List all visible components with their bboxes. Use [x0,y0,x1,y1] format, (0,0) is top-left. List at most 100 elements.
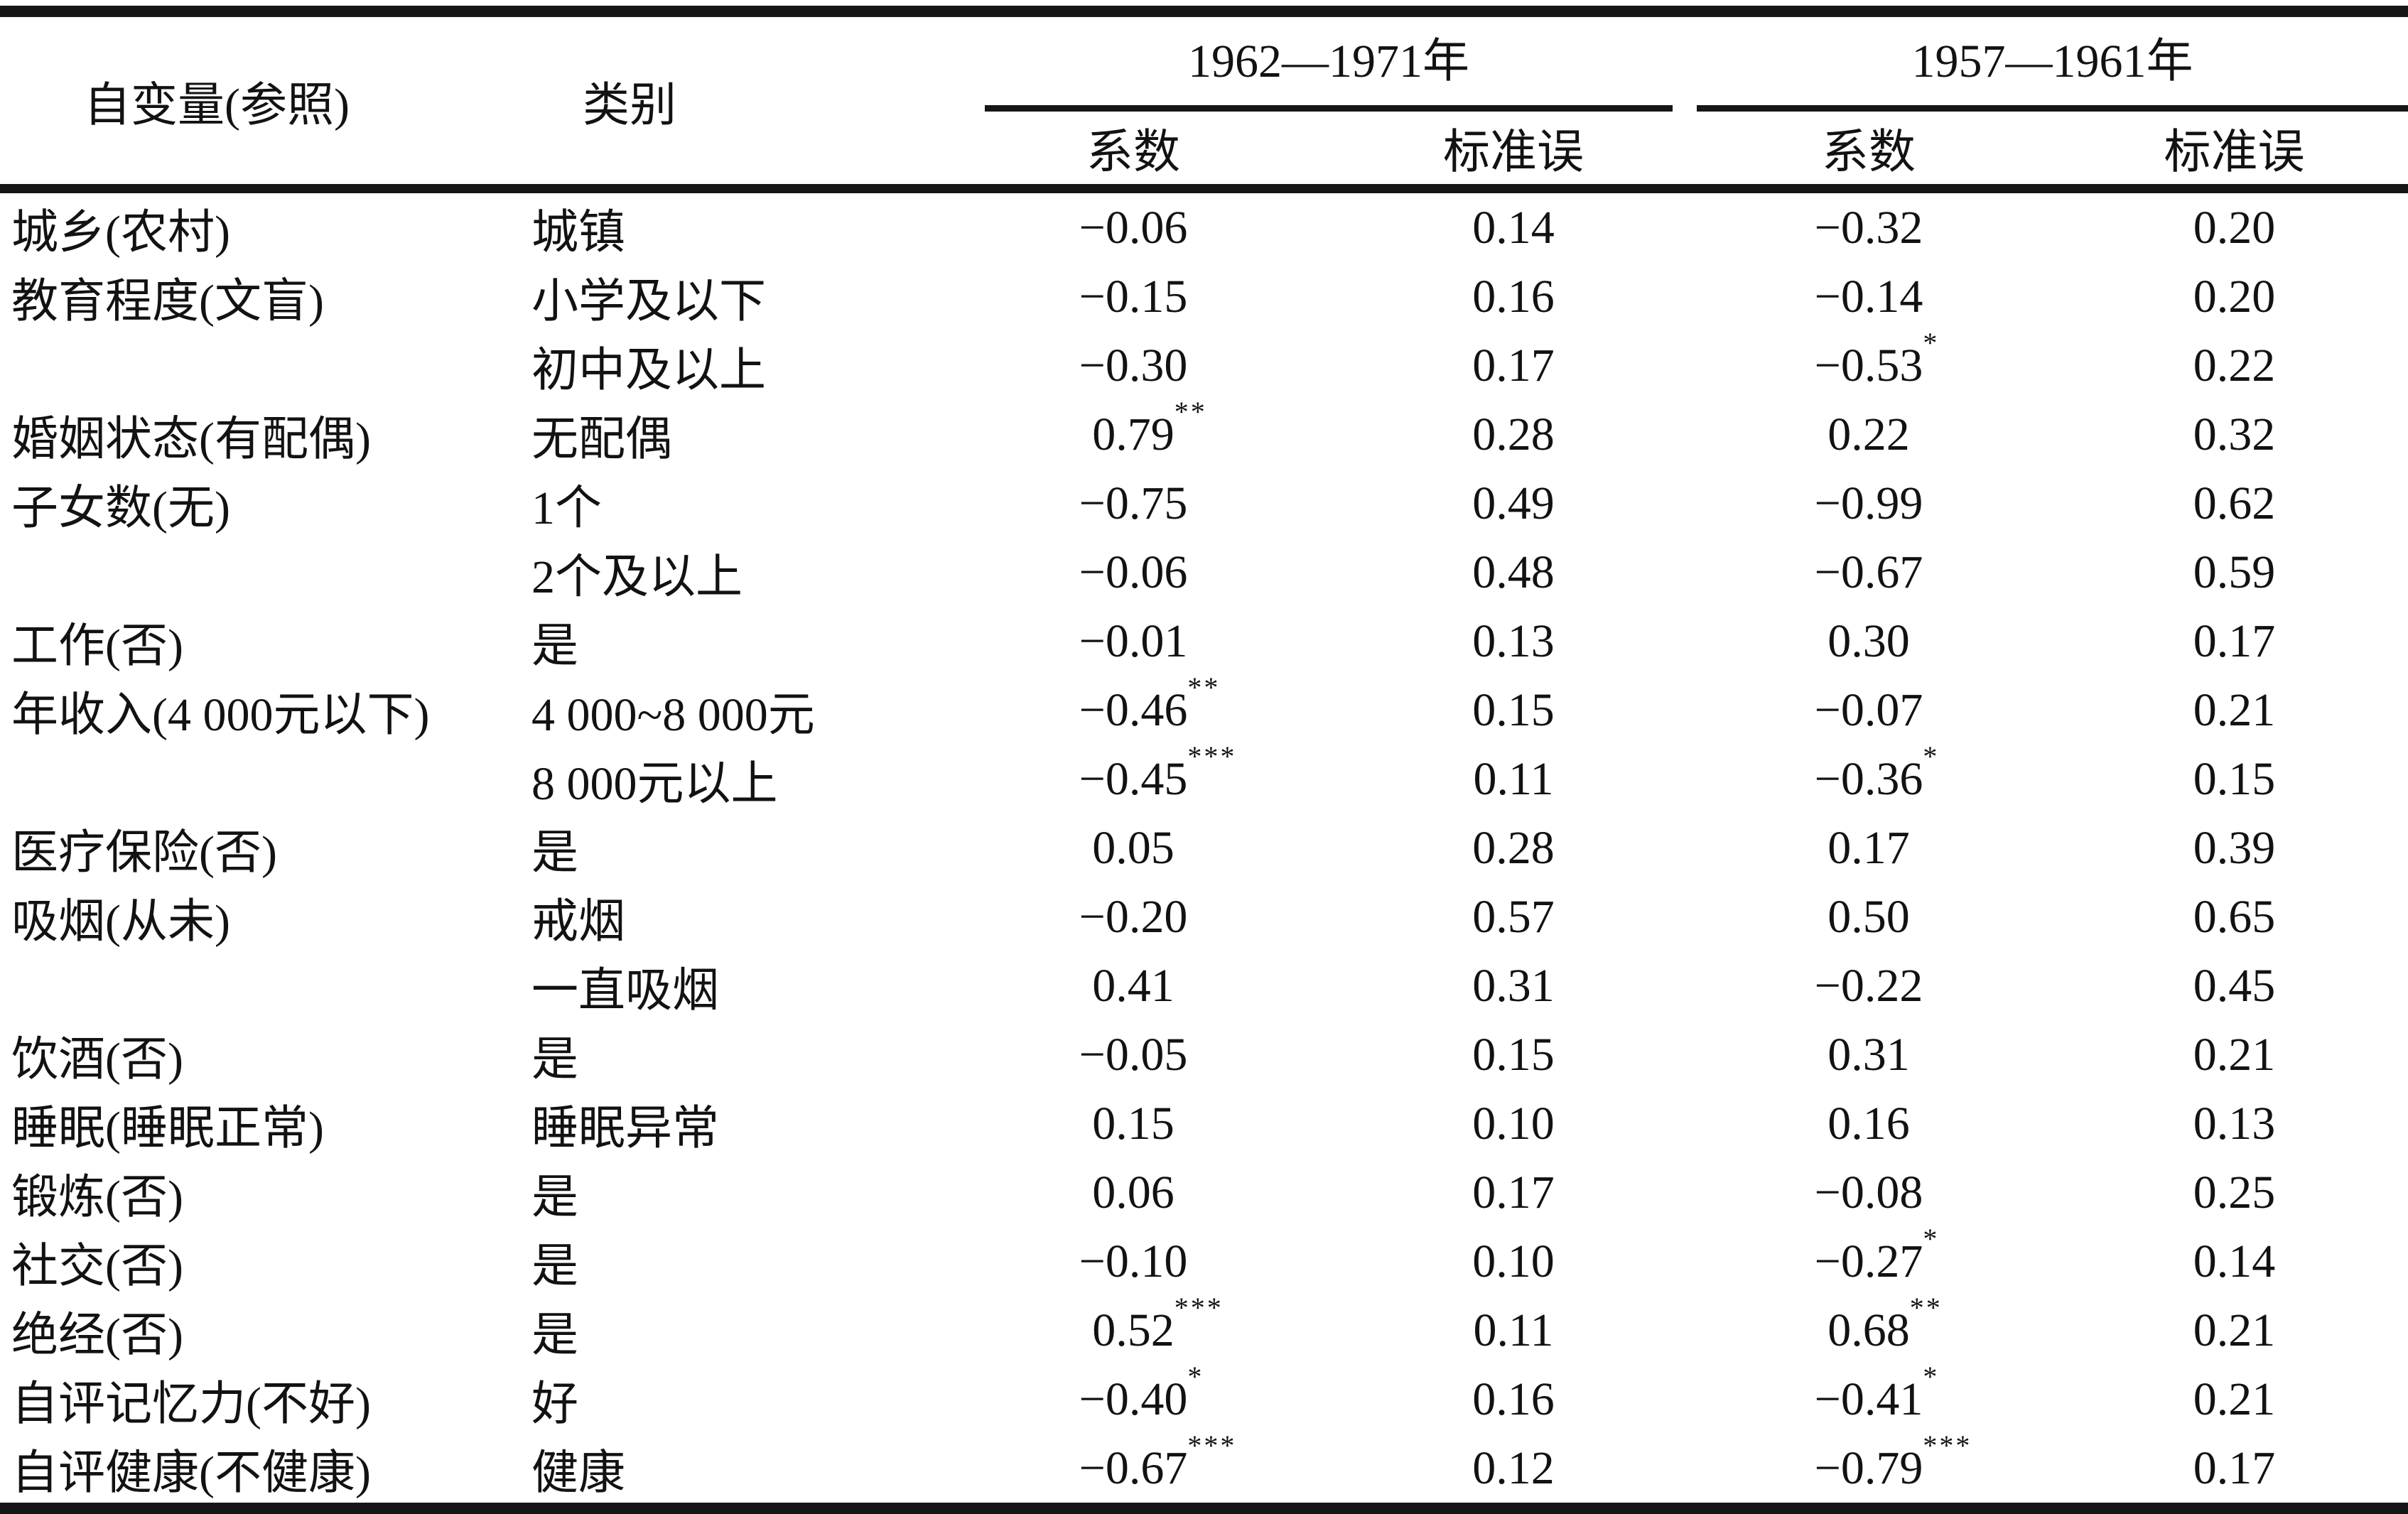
cell-category: 是 [531,1240,578,1292]
cell-coefficient-1962-1971: 0.41 [917,951,1350,1020]
header-group-1957-1961-label: 1957—1961年 [1697,17,2408,112]
cell-standard-error-1962-1971: 0.15 [1472,683,1555,736]
cell-standard-error-1962-1971: 0.16 [1472,1373,1555,1425]
cell-coefficient-1957-1961: 0.17 [1677,813,2061,882]
cell-standard-error-1957-1961: 0.13 [2193,1097,2276,1150]
coefficient-value: −0.10 [1079,1235,1188,1287]
cell-standard-error-1962-1971: 0.12 [1472,1442,1555,1494]
cell-standard-error-1962-1971: 0.57 [1472,890,1555,943]
cell-category: 城镇 [531,206,625,259]
coefficient-value: 0.06 [1092,1166,1175,1218]
coefficient-value: −0.01 [1079,615,1188,667]
cell-coefficient-1962-1971: −0.45 *** [917,740,1350,813]
cell-standard-error-1962-1971: 0.11 [1473,752,1554,805]
cell-standard-error-1957-1961: 0.20 [2193,270,2276,323]
cell-standard-error-1957-1961: 0.62 [2193,477,2276,529]
significance-stars: ** [1909,1291,1943,1324]
cell-variable: 锻炼(否) [11,1171,183,1223]
cell-coefficient-1962-1971: 0.52 *** [917,1292,1350,1365]
coefficient-value: 0.05 [1092,821,1175,874]
table-row: 城乡(农村) 城镇 −0.06 0.14 −0.32 0.20 [0,189,2408,263]
coefficient-value: 0.31 [1827,1028,1910,1081]
table-row: 绝经(否) 是 0.52 *** 0.11 0.68 ** 0.21 [0,1291,2408,1365]
coefficient-value: −0.20 [1079,890,1188,943]
significance-stars: * [1923,1222,1940,1255]
cell-coefficient-1962-1971: −0.40 * [917,1360,1350,1434]
coefficient-value: −0.05 [1079,1028,1188,1081]
cell-coefficient-1962-1971: −0.01 [917,607,1350,676]
significance-stars: * [1187,1360,1204,1393]
significance-stars: *** [1923,1429,1972,1461]
coefficient-value: −0.27 * [1814,1222,1940,1287]
cell-coefficient-1957-1961: −0.53 * [1677,327,2061,400]
cell-coefficient-1957-1961: −0.99 [1677,469,2061,538]
significance-stars: ** [1174,395,1207,428]
table-row: 初中及以上 −0.30 0.17 −0.53 * 0.22 [0,327,2408,400]
coefficient-value: 0.41 [1092,959,1175,1012]
coefficient-value: −0.08 [1814,1166,1923,1218]
cell-category: 4 000~8 000元 [531,688,815,741]
cell-coefficient-1957-1961: 0.68 ** [1677,1291,2061,1365]
cell-category: 好 [531,1378,578,1430]
table-row: 社交(否) 是 −0.10 0.10 −0.27 * 0.14 [0,1222,2408,1296]
cell-category: 是 [531,1171,578,1223]
cell-coefficient-1962-1971: 0.15 [917,1089,1350,1158]
coefficient-value: −0.14 [1814,270,1923,323]
cell-coefficient-1957-1961: −0.36 * [1677,740,2061,813]
header-independent-variable: 自变量(参照) [84,79,350,131]
cell-category: 是 [531,620,578,672]
cell-category: 戒烟 [531,895,625,948]
coefficient-value: −0.67 *** [1079,1429,1237,1494]
cell-coefficient-1957-1961: 0.31 [1677,1020,2061,1089]
cell-variable: 子女数(无) [11,482,230,534]
cell-coefficient-1957-1961: 0.22 [1677,400,2061,469]
coefficient-value: −0.75 [1079,477,1188,529]
significance-stars: ** [1187,671,1221,703]
header-coefficient-1962-1971: 系数 [1086,126,1180,178]
coefficient-value: −0.40 * [1079,1360,1204,1425]
cell-coefficient-1962-1971: −0.20 [917,882,1350,951]
cell-coefficient-1962-1971: −0.10 [917,1227,1350,1296]
coefficient-value: 0.68 ** [1827,1291,1943,1356]
significance-stars: * [1923,326,1940,359]
cell-variable: 自评记忆力(不好) [11,1378,371,1430]
cell-standard-error-1962-1971: 0.13 [1472,615,1555,667]
cell-standard-error-1962-1971: 0.17 [1472,1166,1555,1218]
table-row: 锻炼(否) 是 0.06 0.17 −0.08 0.25 [0,1158,2408,1227]
cell-standard-error-1957-1961: 0.25 [2193,1166,2276,1218]
cell-coefficient-1962-1971: 0.06 [917,1158,1350,1227]
cell-variable [0,331,526,400]
cell-standard-error-1957-1961: 0.22 [2193,339,2276,391]
cell-variable [0,538,526,607]
cell-standard-error-1957-1961: 0.17 [2193,1442,2276,1494]
coefficient-value: −0.32 [1814,201,1923,254]
header-row-groups: 自变量(参照) 类别 1962—1971年 1957—1961年 [0,11,2408,131]
significance-stars: * [1923,1360,1940,1393]
coefficient-value: 0.30 [1827,615,1910,667]
coefficient-value: 0.15 [1092,1097,1175,1150]
table-row: 婚姻状态(有配偶) 无配偶 0.79 ** 0.28 0.22 0.32 [0,395,2408,469]
cell-standard-error-1957-1961: 0.21 [2193,683,2276,736]
cell-coefficient-1962-1971: −0.06 [917,538,1350,607]
cell-variable: 社交(否) [11,1240,183,1292]
coefficient-value: 0.79 ** [1092,395,1207,460]
table-row: 自评健康(不健康) 健康 −0.67 *** 0.12 −0.79 *** 0.17 [0,1429,2408,1508]
cell-coefficient-1957-1961: −0.32 [1677,189,2061,263]
cell-standard-error-1957-1961: 0.39 [2193,821,2276,874]
cell-coefficient-1962-1971: −0.06 [917,189,1350,263]
cell-coefficient-1957-1961: −0.14 [1677,262,2061,331]
cell-standard-error-1957-1961: 0.45 [2193,959,2276,1012]
coefficient-value: −0.07 [1814,683,1923,736]
cell-variable: 婚姻状态(有配偶) [11,413,371,465]
cell-variable: 饮酒(否) [11,1033,183,1086]
coefficient-value: −0.36 * [1814,740,1940,805]
cell-standard-error-1962-1971: 0.31 [1472,959,1555,1012]
cell-coefficient-1957-1961: 0.16 [1677,1089,2061,1158]
coefficient-value: 0.22 [1827,408,1910,460]
cell-coefficient-1957-1961: −0.41 * [1677,1361,2061,1434]
coefficient-value: −0.46 ** [1079,671,1221,736]
table-header: 自变量(参照) 类别 1962—1971年 1957—1961年 系数 标准误 … [0,11,2408,189]
cell-category: 健康 [531,1447,625,1499]
cell-coefficient-1957-1961: −0.79 *** [1677,1429,2061,1508]
header-group-1962-1971: 1962—1971年 [917,11,1677,112]
